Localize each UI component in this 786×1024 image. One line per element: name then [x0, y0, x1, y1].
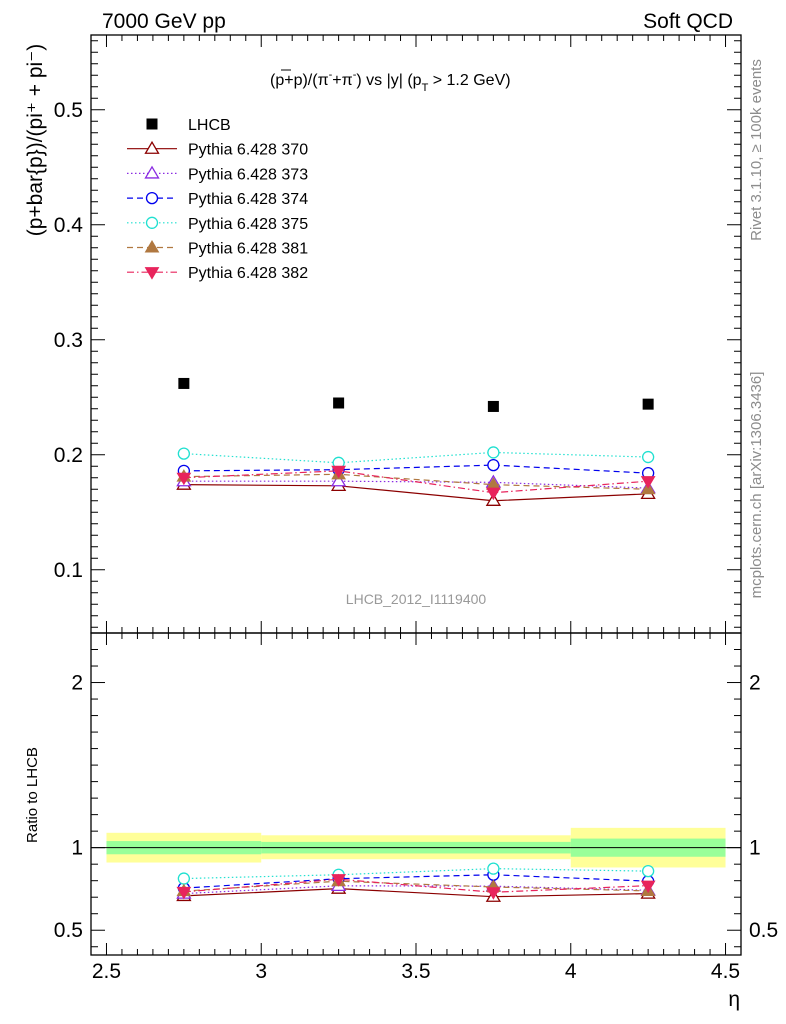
inner-title-sub: T: [422, 82, 429, 94]
x-tick-label: 4: [565, 960, 577, 983]
ratio-y-tick-left-label: 0.5: [54, 919, 83, 942]
rivet-label: Rivet 3.1.10, ≥ 100k events: [748, 59, 765, 241]
ratio-panel-frame: [90, 632, 742, 956]
data-point: [642, 398, 654, 410]
tick-labels: 2.5 3 3.5 4 4.5 0.1 0.2 0.3 0.4 0.5 0.5 0.5 1 1 2 2: [54, 99, 778, 983]
data-point: [487, 400, 499, 412]
series-0-ratio-line: [183, 888, 649, 898]
main-y-tick-label: 0.1: [54, 559, 83, 582]
inner-title-part1: (: [270, 72, 276, 89]
main-y-tick-label: 0.4: [54, 214, 84, 237]
series-3-ratio-point: [487, 862, 500, 875]
ratio-y-tick-right-label: 0.5: [749, 919, 778, 942]
main-y-axis-label: (p+bar{p})/(pi⁺ + pi⁻): [24, 44, 47, 237]
axis-ticks: [90, 35, 742, 955]
legend-marker-0: [146, 118, 158, 130]
main-y-tick-label: 0.5: [54, 99, 83, 122]
analysis-label: LHCB_2012_I1119400: [346, 591, 487, 607]
series-5-main-point: [176, 472, 192, 486]
inner-title-part3: +π: [332, 72, 352, 89]
series-5-main-line: [183, 470, 649, 494]
ratio-y-axis-label: Ratio to LHCB: [24, 747, 41, 843]
series-4-ratio-line: [183, 880, 649, 892]
ratio-uncertainty-bands: [91, 827, 741, 868]
inner-title-sup1: -: [329, 69, 333, 81]
series-3-ratio-point: [177, 872, 191, 885]
x-tick-label: 2.5: [92, 960, 121, 983]
ratio-y-tick-left-label: 2: [71, 672, 83, 695]
series-5-main-point: [331, 465, 346, 479]
series-1-main-point: [330, 473, 347, 487]
series-3-main-point: [177, 447, 191, 460]
data-point: [178, 377, 190, 389]
legend-marker-1: [144, 140, 160, 154]
main-y-tick-label: 0.2: [54, 444, 83, 467]
x-tick-label: 4.5: [711, 960, 740, 983]
series-3-main-point: [641, 450, 655, 464]
legend-label-4: Pythia 6.428 375: [188, 216, 308, 233]
legend-marker-2: [144, 165, 160, 179]
series-2-main-point: [487, 458, 500, 472]
legend-marker-4: [145, 216, 159, 229]
legend-label-2: Pythia 6.428 373: [188, 166, 308, 183]
ratio-y-tick-right-label: 2: [749, 672, 761, 695]
series-5-ratio-point: [640, 880, 656, 894]
legend: LHCB Pythia 6.428 370 Pythia 6.428 373 Pyth…: [127, 117, 308, 282]
legend-label-3: Pythia 6.428 374: [188, 191, 308, 208]
series-lines-and-markers: [176, 377, 656, 902]
inner-title-part5: > 1.2 GeV): [428, 72, 510, 89]
inner-title-text: (p+p)/(π-+π-) vs |y| (pT > 1.2 GeV): [270, 69, 511, 94]
series-3-main-point: [487, 446, 500, 459]
series-5-main-point: [640, 476, 656, 489]
x-tick-label: 3.5: [401, 960, 430, 983]
header-right: Soft QCD: [643, 10, 733, 33]
inner-title-sup2: -: [353, 69, 357, 81]
series-2-ratio-line: [183, 874, 649, 889]
data-point: [333, 397, 345, 409]
series-3-ratio-line: [183, 868, 649, 880]
legend-marker-6: [144, 267, 160, 280]
series-5-ratio-point: [486, 887, 501, 900]
series-2-main-line: [183, 464, 649, 474]
legend-marker-5: [144, 240, 160, 253]
legend-label-5: Pythia 6.428 381: [188, 241, 308, 258]
x-axis-label: η: [728, 988, 740, 1011]
series-5-ratio-line: [183, 878, 649, 893]
x-tick-label: 3: [255, 960, 267, 983]
legend-label-1: Pythia 6.428 370: [188, 142, 308, 159]
series-5-ratio-point: [331, 874, 346, 887]
main-y-tick-label: 0.3: [54, 329, 83, 352]
mcplots-label: mcplots.cern.ch [arXiv:1306.3436]: [748, 372, 765, 599]
series-3-main-line: [183, 451, 649, 464]
series-5-ratio-point: [176, 886, 192, 900]
ratio-y-tick-left-label: 1: [71, 837, 83, 860]
series-0-main-line: [183, 484, 649, 502]
series-3-ratio-point: [641, 864, 655, 878]
inner-title: (p+p)/(π-+π-) vs |y| (pT > 1.2 GeV): [270, 69, 511, 94]
header-left: 7000 GeV pp: [102, 10, 226, 33]
legend-label-0: LHCB: [188, 117, 231, 134]
series-5-main-point: [486, 487, 501, 501]
inner-title-part2: +p)/(π: [284, 72, 328, 89]
inner-title-part4: ) vs |y| (p: [356, 72, 421, 89]
inner-title-pbar: p: [275, 72, 284, 89]
series-4-main-line: [183, 473, 649, 490]
legend-marker-3: [145, 191, 159, 205]
legend-label-6: Pythia 6.428 382: [188, 265, 308, 282]
ratio-y-tick-right-label: 1: [749, 837, 761, 860]
